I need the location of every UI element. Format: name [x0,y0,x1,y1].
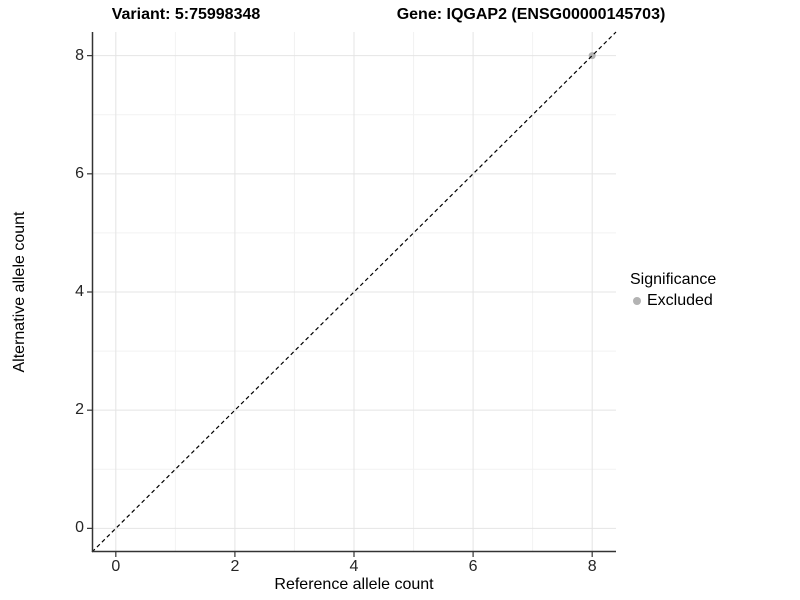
x-axis-title: Reference allele count [274,576,434,593]
chart-title-gene: Gene: IQGAP2 (ENSG00000145703) [396,6,666,23]
chart-title-variant: Variant: 5:75998348 [111,6,261,23]
x-tick-label: 4 [349,558,359,575]
y-tick-label: 2 [75,401,84,419]
y-tick-label: 4 [75,283,84,300]
x-tick-label: 8 [587,558,597,575]
x-tick-label: 2 [230,558,240,575]
y-axis-title: Alternative allele count [11,211,28,373]
excluded-point-icon [633,297,641,305]
plot-area [87,31,617,557]
y-tick-label: 6 [75,164,84,182]
legend-item-excluded: Excluded [630,292,716,310]
x-tick-label: 6 [468,558,478,575]
legend: Significance Excluded [630,271,716,310]
legend-title: Significance [630,271,717,288]
y-tick-label: 0 [75,519,84,537]
x-tick-label: 0 [111,558,121,575]
legend-item-label: Excluded [647,292,713,309]
y-tick-label: 8 [75,46,84,64]
